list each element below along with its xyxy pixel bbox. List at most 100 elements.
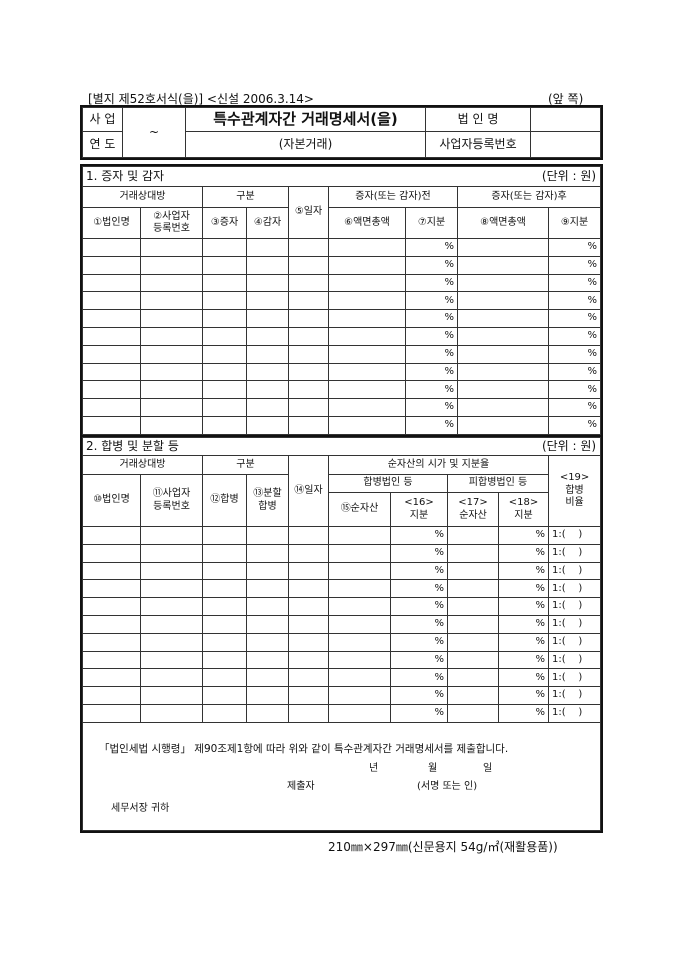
share-cell[interactable]: % xyxy=(390,668,448,688)
cell[interactable] xyxy=(82,597,141,616)
cell[interactable] xyxy=(82,614,141,634)
ratio-cell[interactable]: 1:( ) xyxy=(547,543,602,563)
cell[interactable] xyxy=(202,398,247,417)
share-cell[interactable]: % xyxy=(547,238,602,257)
cell[interactable] xyxy=(82,255,141,275)
share-cell[interactable]: % xyxy=(547,326,602,346)
cell[interactable] xyxy=(328,579,391,599)
share-cell[interactable]: % xyxy=(390,597,448,616)
share-cell[interactable]: % xyxy=(390,543,448,563)
ratio-cell[interactable]: 1:( ) xyxy=(547,579,602,599)
cell[interactable] xyxy=(246,273,289,293)
share-cell[interactable]: % xyxy=(405,255,458,275)
share-cell[interactable]: % xyxy=(498,543,549,563)
share-cell[interactable]: % xyxy=(498,686,549,705)
cell[interactable] xyxy=(288,415,329,435)
cell[interactable] xyxy=(140,273,203,293)
cell[interactable] xyxy=(457,273,549,293)
cell[interactable] xyxy=(328,632,391,652)
cell[interactable] xyxy=(246,597,289,616)
cell[interactable] xyxy=(82,543,141,563)
cell[interactable] xyxy=(246,309,289,328)
ratio-cell[interactable]: 1:( ) xyxy=(547,526,602,545)
cell[interactable] xyxy=(246,344,289,364)
share-cell[interactable]: % xyxy=(547,398,602,417)
cell[interactable] xyxy=(246,668,289,688)
cell[interactable] xyxy=(246,526,289,545)
cell[interactable] xyxy=(202,650,247,670)
cell[interactable] xyxy=(82,668,141,688)
cell[interactable] xyxy=(246,543,289,563)
ratio-cell[interactable]: 1:( ) xyxy=(547,561,602,581)
cell[interactable] xyxy=(246,238,289,257)
cell[interactable] xyxy=(288,668,329,688)
cell[interactable] xyxy=(140,309,203,328)
cell[interactable] xyxy=(288,632,329,652)
cell[interactable] xyxy=(82,650,141,670)
share-cell[interactable]: % xyxy=(405,344,458,364)
cell[interactable] xyxy=(202,255,247,275)
cell[interactable] xyxy=(447,579,499,599)
cell[interactable] xyxy=(82,398,141,417)
share-cell[interactable]: % xyxy=(547,344,602,364)
share-cell[interactable]: % xyxy=(547,255,602,275)
cell[interactable] xyxy=(82,686,141,705)
share-cell[interactable]: % xyxy=(498,526,549,545)
share-cell[interactable]: % xyxy=(405,326,458,346)
cell[interactable] xyxy=(140,415,203,435)
cell[interactable] xyxy=(246,614,289,634)
cell[interactable] xyxy=(328,309,406,328)
cell[interactable] xyxy=(140,291,203,311)
cell[interactable] xyxy=(140,614,203,634)
share-cell[interactable]: % xyxy=(405,362,458,382)
share-cell[interactable]: % xyxy=(498,703,549,723)
cell[interactable] xyxy=(202,326,247,346)
cell[interactable] xyxy=(328,398,406,417)
cell[interactable] xyxy=(140,632,203,652)
cell[interactable] xyxy=(328,526,391,545)
cell[interactable] xyxy=(82,380,141,400)
cell[interactable] xyxy=(288,273,329,293)
cell[interactable] xyxy=(140,597,203,616)
share-cell[interactable]: % xyxy=(405,291,458,311)
ratio-cell[interactable]: 1:( ) xyxy=(547,632,602,652)
share-cell[interactable]: % xyxy=(498,632,549,652)
share-cell[interactable]: % xyxy=(498,614,549,634)
cell[interactable] xyxy=(447,668,499,688)
cell[interactable] xyxy=(246,703,289,723)
cell[interactable] xyxy=(246,686,289,705)
cell[interactable] xyxy=(288,686,329,705)
cell[interactable] xyxy=(447,614,499,634)
share-cell[interactable]: % xyxy=(405,273,458,293)
cell[interactable] xyxy=(202,273,247,293)
cell[interactable] xyxy=(140,326,203,346)
cell[interactable] xyxy=(202,415,247,435)
cell[interactable] xyxy=(288,344,329,364)
cell[interactable] xyxy=(288,614,329,634)
cell[interactable] xyxy=(288,526,329,545)
cell[interactable] xyxy=(202,686,247,705)
cell[interactable] xyxy=(447,543,499,563)
cell[interactable] xyxy=(140,650,203,670)
cell[interactable] xyxy=(447,526,499,545)
cell[interactable] xyxy=(328,614,391,634)
share-cell[interactable]: % xyxy=(390,561,448,581)
share-cell[interactable]: % xyxy=(390,526,448,545)
cell[interactable] xyxy=(202,362,247,382)
cell[interactable] xyxy=(82,273,141,293)
cell[interactable] xyxy=(140,526,203,545)
cell[interactable] xyxy=(457,380,549,400)
cell[interactable] xyxy=(328,238,406,257)
cell[interactable] xyxy=(202,526,247,545)
cell[interactable] xyxy=(82,291,141,311)
share-cell[interactable]: % xyxy=(390,650,448,670)
cell[interactable] xyxy=(328,686,391,705)
share-cell[interactable]: % xyxy=(390,703,448,723)
cell[interactable] xyxy=(328,326,406,346)
cell[interactable] xyxy=(246,579,289,599)
share-cell[interactable]: % xyxy=(547,362,602,382)
cell[interactable] xyxy=(328,561,391,581)
cell[interactable] xyxy=(140,703,203,723)
cell[interactable] xyxy=(202,309,247,328)
cell[interactable] xyxy=(288,597,329,616)
